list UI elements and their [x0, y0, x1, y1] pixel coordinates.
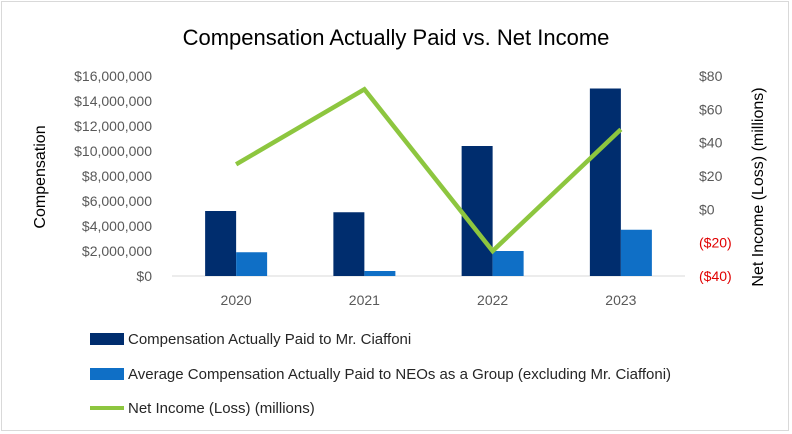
legend: Compensation Actually Paid to Mr. Ciaffo…	[90, 331, 671, 417]
y-tick-label: $14,000,000	[74, 93, 152, 109]
y-axis-right-label: Net Income (Loss) (millions)	[750, 87, 767, 286]
y-tick-label: $16,000,000	[74, 68, 152, 84]
y-tick-label: $10,000,000	[74, 143, 152, 159]
bar-neo-average	[364, 271, 396, 276]
legend-label: Compensation Actually Paid to Mr. Ciaffo…	[128, 331, 411, 348]
y2-tick-label: $60	[699, 101, 723, 117]
y2-tick-label: $20	[699, 168, 723, 184]
y-tick-label: $12,000,000	[74, 118, 152, 134]
bar-ciaffoni	[461, 146, 493, 276]
net-income-line-layer	[234, 86, 623, 255]
bar-neo-average	[236, 252, 268, 276]
bar-ciaffoni	[589, 88, 621, 276]
bar-ciaffoni	[205, 211, 237, 276]
x-tick-label: 2020	[221, 292, 252, 308]
net-income-line	[234, 86, 623, 255]
y-tick-label: $8,000,000	[82, 168, 152, 184]
y-tick-label: $2,000,000	[82, 243, 152, 259]
y2-tick-label: $40	[699, 135, 723, 151]
bar-ciaffoni	[333, 212, 365, 276]
y2-tick-label: ($40)	[699, 268, 732, 284]
legend-swatch	[90, 333, 124, 345]
legend-label: Net Income (Loss) (millions)	[128, 400, 315, 417]
x-tick-label: 2021	[349, 292, 380, 308]
bar-neo-average	[620, 229, 652, 276]
legend-swatch	[90, 368, 124, 380]
y-axis-left: $0 $2,000,000 $4,000,000 $6,000,000 $8,000,0…	[74, 68, 152, 284]
chart-title: Compensation Actually Paid vs. Net Incom…	[183, 25, 610, 50]
y2-tick-label: $0	[699, 201, 715, 217]
bar-neo-average	[492, 251, 524, 276]
y2-tick-label: $80	[699, 68, 723, 84]
y-tick-label: $4,000,000	[82, 218, 152, 234]
y-axis-right: ($40) ($20) $0 $20 $40 $60 $80	[699, 68, 732, 284]
x-tick-label: 2023	[605, 292, 636, 308]
bars	[205, 88, 652, 276]
y-tick-label: $6,000,000	[82, 193, 152, 209]
x-tick-label: 2022	[477, 292, 508, 308]
y-tick-label: $0	[136, 268, 152, 284]
legend-label: Average Compensation Actually Paid to NE…	[128, 366, 671, 383]
x-axis: 2020 2021 2022 2023	[172, 275, 685, 308]
y-axis-left-label: Compensation	[32, 125, 49, 228]
y2-tick-label: ($20)	[699, 235, 732, 251]
